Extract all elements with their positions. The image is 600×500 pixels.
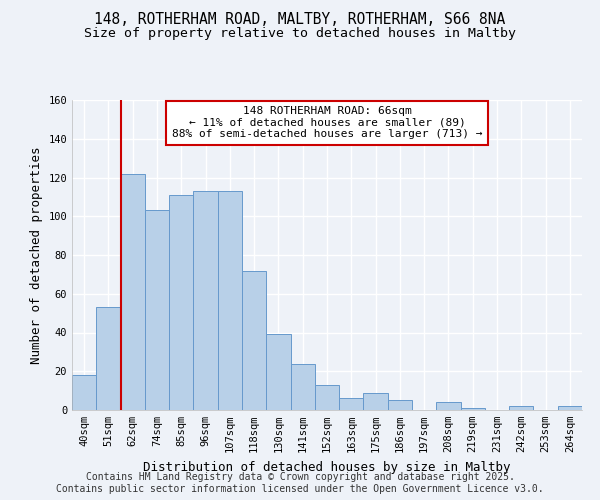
X-axis label: Distribution of detached houses by size in Maltby: Distribution of detached houses by size … [143, 460, 511, 473]
Bar [193, 191, 218, 410]
Bar [364, 392, 388, 410]
Text: Contains HM Land Registry data © Crown copyright and database right 2025.: Contains HM Land Registry data © Crown c… [86, 472, 514, 482]
Text: 148 ROTHERHAM ROAD: 66sqm
← 11% of detached houses are smaller (89)
88% of semi-: 148 ROTHERHAM ROAD: 66sqm ← 11% of detac… [172, 106, 482, 140]
Y-axis label: Number of detached properties: Number of detached properties [30, 146, 43, 364]
Bar [72, 375, 96, 410]
Bar [388, 400, 412, 410]
Text: 148, ROTHERHAM ROAD, MALTBY, ROTHERHAM, S66 8NA: 148, ROTHERHAM ROAD, MALTBY, ROTHERHAM, … [94, 12, 506, 28]
Bar [121, 174, 145, 410]
Bar [242, 270, 266, 410]
Text: Contains public sector information licensed under the Open Government Licence v3: Contains public sector information licen… [56, 484, 544, 494]
Bar [436, 402, 461, 410]
Bar [218, 191, 242, 410]
Bar [558, 406, 582, 410]
Bar [145, 210, 169, 410]
Bar [96, 308, 121, 410]
Bar [315, 385, 339, 410]
Bar [461, 408, 485, 410]
Bar [339, 398, 364, 410]
Bar [290, 364, 315, 410]
Bar [169, 195, 193, 410]
Bar [266, 334, 290, 410]
Text: Size of property relative to detached houses in Maltby: Size of property relative to detached ho… [84, 28, 516, 40]
Bar [509, 406, 533, 410]
